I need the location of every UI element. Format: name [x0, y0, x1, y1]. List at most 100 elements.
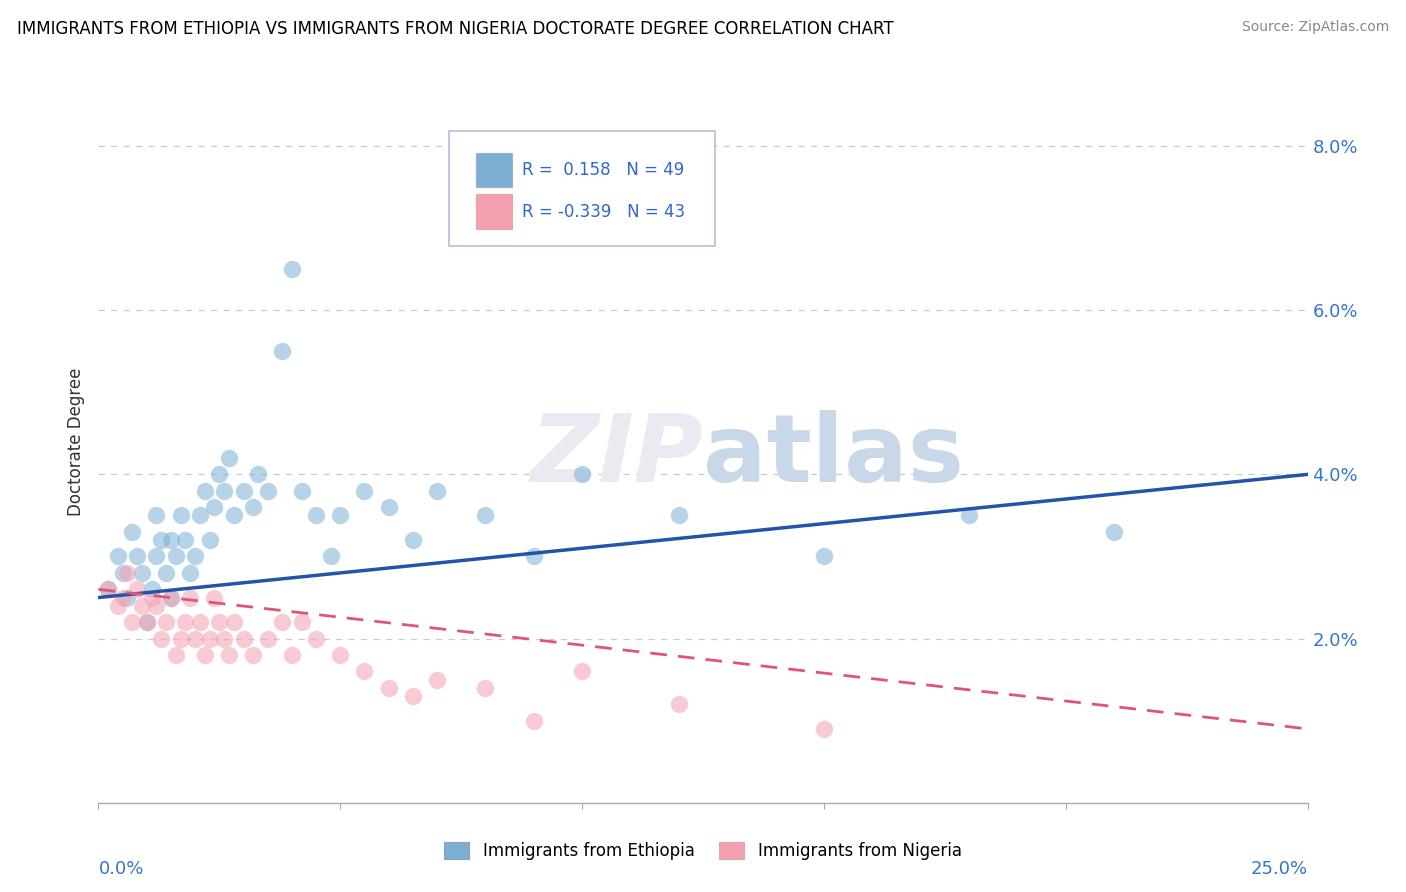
Point — [426, 673, 449, 687]
Point — [160, 591, 183, 605]
Point — [523, 714, 546, 728]
Point — [121, 615, 143, 630]
Point — [290, 615, 312, 630]
Point — [212, 632, 235, 646]
Point — [402, 689, 425, 703]
Point — [165, 648, 187, 662]
Point — [145, 508, 167, 523]
Point — [131, 599, 153, 613]
Point — [184, 549, 207, 564]
Point — [523, 549, 546, 564]
Point — [319, 549, 342, 564]
Point — [1102, 524, 1125, 539]
Point — [232, 483, 254, 498]
Text: IMMIGRANTS FROM ETHIOPIA VS IMMIGRANTS FROM NIGERIA DOCTORATE DEGREE CORRELATION: IMMIGRANTS FROM ETHIOPIA VS IMMIGRANTS F… — [17, 20, 893, 37]
Point — [247, 467, 270, 482]
Point — [377, 681, 399, 695]
Point — [212, 483, 235, 498]
Point — [474, 681, 496, 695]
Point — [97, 582, 120, 597]
Point — [179, 566, 201, 580]
FancyBboxPatch shape — [475, 194, 512, 229]
Text: R = -0.339   N = 43: R = -0.339 N = 43 — [522, 202, 685, 221]
Point — [813, 722, 835, 736]
Point — [97, 582, 120, 597]
Point — [474, 508, 496, 523]
Point — [155, 566, 177, 580]
Point — [208, 615, 231, 630]
Point — [127, 582, 149, 597]
Text: 25.0%: 25.0% — [1250, 860, 1308, 879]
Point — [107, 549, 129, 564]
FancyBboxPatch shape — [449, 131, 716, 246]
Point — [150, 533, 173, 547]
Point — [127, 549, 149, 564]
Point — [179, 591, 201, 605]
Point — [204, 500, 226, 515]
Y-axis label: Doctorate Degree: Doctorate Degree — [66, 368, 84, 516]
Point — [121, 524, 143, 539]
Point — [571, 467, 593, 482]
Point — [305, 508, 328, 523]
Point — [232, 632, 254, 646]
Point — [150, 632, 173, 646]
Point — [198, 533, 221, 547]
Point — [194, 483, 217, 498]
Point — [353, 483, 375, 498]
Text: 0.0%: 0.0% — [98, 860, 143, 879]
Point — [402, 533, 425, 547]
Point — [242, 500, 264, 515]
Point — [222, 508, 245, 523]
Point — [165, 549, 187, 564]
Point — [169, 508, 191, 523]
Text: ZIP: ZIP — [530, 410, 703, 502]
Text: Source: ZipAtlas.com: Source: ZipAtlas.com — [1241, 20, 1389, 34]
Point — [813, 549, 835, 564]
Point — [107, 599, 129, 613]
Point — [271, 615, 294, 630]
Point — [155, 615, 177, 630]
Point — [184, 632, 207, 646]
Point — [145, 599, 167, 613]
Point — [668, 508, 690, 523]
Point — [145, 549, 167, 564]
Point — [256, 632, 278, 646]
Point — [222, 615, 245, 630]
Point — [117, 591, 139, 605]
Point — [204, 591, 226, 605]
Point — [218, 450, 240, 465]
Point — [208, 467, 231, 482]
Point — [281, 648, 304, 662]
Point — [256, 483, 278, 498]
Point — [188, 615, 211, 630]
Point — [169, 632, 191, 646]
Point — [271, 344, 294, 359]
Point — [111, 566, 134, 580]
Legend: Immigrants from Ethiopia, Immigrants from Nigeria: Immigrants from Ethiopia, Immigrants fro… — [437, 835, 969, 867]
Point — [117, 566, 139, 580]
Point — [668, 698, 690, 712]
Point — [135, 615, 157, 630]
Point — [174, 533, 197, 547]
Text: R =  0.158   N = 49: R = 0.158 N = 49 — [522, 161, 683, 179]
Point — [377, 500, 399, 515]
Point — [111, 591, 134, 605]
Point — [160, 533, 183, 547]
Point — [160, 591, 183, 605]
Point — [188, 508, 211, 523]
Point — [305, 632, 328, 646]
Point — [141, 582, 163, 597]
Point — [174, 615, 197, 630]
Point — [571, 665, 593, 679]
Point — [131, 566, 153, 580]
Point — [135, 615, 157, 630]
Point — [198, 632, 221, 646]
Text: atlas: atlas — [703, 410, 965, 502]
Point — [329, 648, 352, 662]
Point — [218, 648, 240, 662]
Point — [194, 648, 217, 662]
Point — [426, 483, 449, 498]
Point — [957, 508, 980, 523]
Point — [242, 648, 264, 662]
Point — [290, 483, 312, 498]
